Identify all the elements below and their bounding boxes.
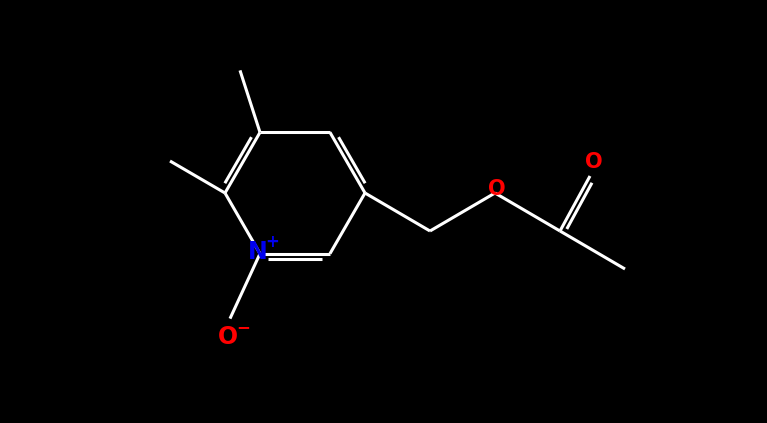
Text: O: O	[218, 324, 238, 349]
Text: O: O	[585, 152, 603, 172]
Text: O: O	[488, 179, 505, 199]
Text: +: +	[265, 233, 279, 250]
Text: −: −	[236, 318, 250, 335]
Text: N: N	[249, 239, 268, 264]
